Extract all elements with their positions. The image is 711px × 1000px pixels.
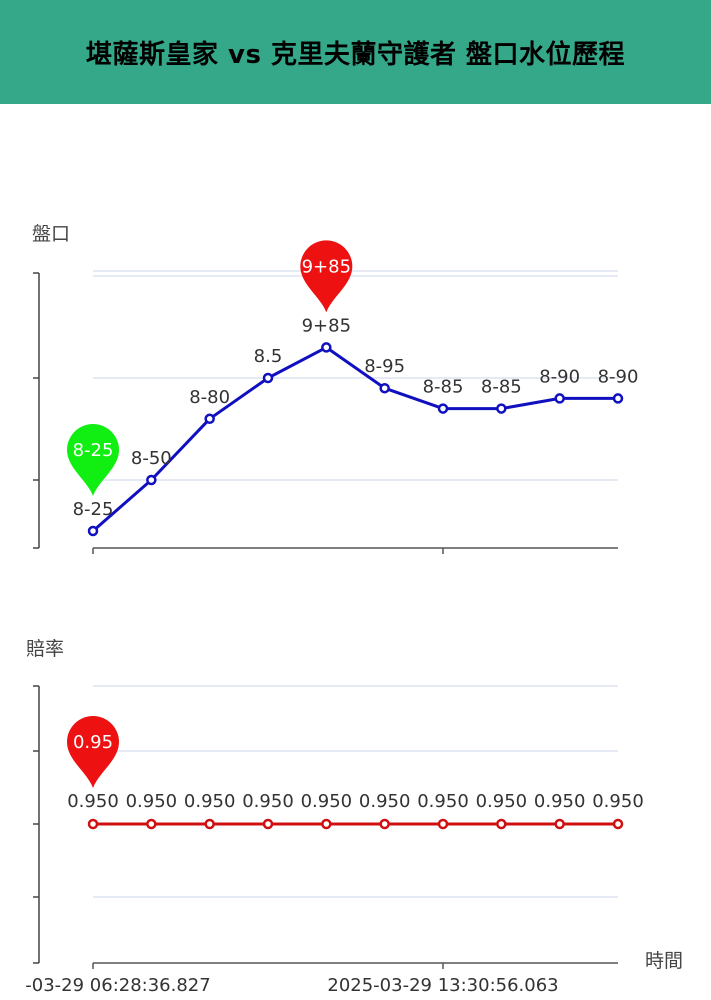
data-point [496, 403, 507, 414]
data-label: 8-85 [423, 377, 464, 398]
min-marker-pin [67, 424, 119, 496]
data-point [87, 818, 99, 830]
data-point [204, 818, 215, 830]
data-label: 0.950 [301, 791, 353, 812]
data-point [612, 818, 624, 830]
data-point [612, 393, 624, 404]
data-point [262, 372, 274, 384]
y-axis-title: 盤口 [32, 223, 70, 245]
data-point [379, 382, 390, 394]
data-label: 8-50 [131, 448, 172, 469]
data-label: 8-80 [189, 387, 230, 408]
series-line [92, 345, 618, 533]
x-tick-label: -03-29 06:28:36.827 [25, 975, 210, 996]
max-marker-label: 0.95 [73, 732, 113, 753]
handicap-line-chart: 盤口 8-258-508-808.59+858-958-85 8-85 8-90 8-… [32, 223, 639, 554]
data-label: 0.950 [242, 791, 294, 812]
max-marker-pin [67, 716, 119, 788]
data-point [146, 818, 157, 830]
data-label: 8.5 [254, 346, 283, 367]
data-point [554, 393, 565, 404]
data-label: 0.950 [417, 791, 469, 812]
data-point [437, 403, 449, 414]
data-label: 9+85 [302, 315, 351, 336]
x-tick-label: 2025-03-29 13:30:56.063 [327, 975, 558, 996]
data-label: 0.950 [184, 791, 236, 812]
data-point [379, 818, 390, 830]
max-marker-label: 9+85 [302, 256, 351, 277]
min-marker-label: 8-25 [73, 440, 114, 461]
data-label: 0.950 [126, 791, 178, 812]
odds-line-chart: 賠率 -03-29 06:28:36.827 2025-03-29 13:30:… [25, 638, 683, 996]
data-label: 0.950 [592, 791, 644, 812]
data-label: 8-85 [481, 377, 522, 398]
data-point [321, 342, 332, 353]
data-label: 0.950 [67, 791, 119, 812]
page-title: 堪薩斯皇家 vs 克里夫蘭守護者 盤口水位歷程 [85, 39, 626, 70]
data-label: 0.950 [359, 791, 411, 812]
header-bar: 堪薩斯皇家 vs 克里夫蘭守護者 盤口水位歷程 [0, 0, 711, 104]
data-point [437, 818, 449, 830]
data-label: 8-95 [364, 356, 405, 377]
data-point [496, 818, 507, 830]
y-axis-title: 賠率 [26, 638, 64, 660]
series-odds: 0.950 0.950 0.950 0.950 0.950 0.950 0.950 0.950… [67, 716, 644, 830]
data-point [146, 474, 157, 486]
data-point [262, 818, 274, 830]
data-label: 0.950 [534, 791, 586, 812]
data-point [87, 525, 99, 537]
data-label: 8-90 [539, 366, 580, 387]
data-point [321, 818, 332, 830]
data-label: 8-25 [73, 499, 114, 520]
series-handicap: 8-25 8-50 8-80 8.5 9+85 8-95 8-85 8-85 8-90 8-90 8… [67, 240, 639, 537]
data-label: 0.950 [476, 791, 528, 812]
data-point [554, 818, 565, 830]
data-point [204, 413, 215, 425]
x-axis-title: 時間 [645, 950, 683, 972]
data-label: 8-90 [598, 366, 639, 387]
max-marker-pin [300, 240, 353, 313]
